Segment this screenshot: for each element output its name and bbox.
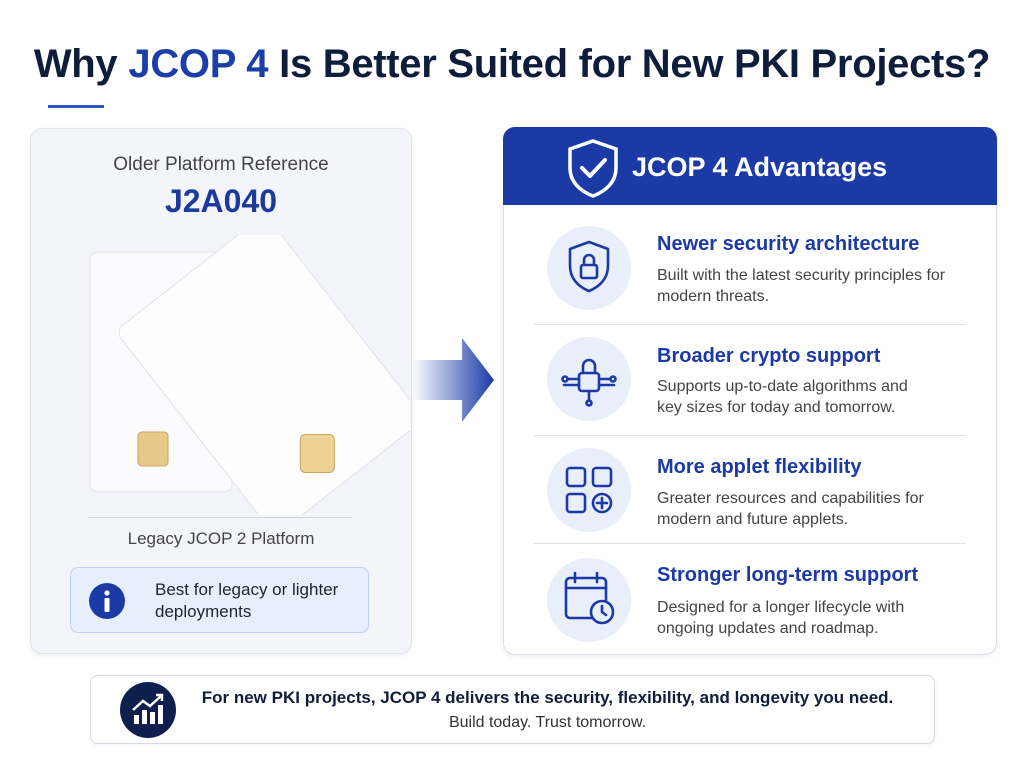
divider: [534, 324, 966, 325]
model-name: J2A040: [164, 183, 278, 219]
item-description: Supports up-to-date algorithms and key s…: [657, 378, 908, 416]
footer-headline: For new PKI projects, JCOP 4 delivers th…: [201, 688, 894, 707]
chip: [137, 431, 169, 467]
panel-title: JCOP 4 Advantages: [632, 152, 888, 182]
title-text: Why: [33, 42, 118, 86]
item-title: More applet flexibility: [657, 456, 862, 478]
card: [118, 235, 410, 515]
icon-crypto: [547, 337, 631, 421]
footer-box: [90, 675, 935, 744]
title-underline: [48, 105, 104, 108]
growth-icon: [120, 682, 176, 738]
caption: Older Platform Reference: [113, 154, 329, 175]
item-description: Greater resources and capabilities for m…: [657, 490, 924, 528]
item-title: Broader crypto support: [657, 345, 881, 367]
footer-tagline: Build today. Trust tomorrow.: [448, 714, 647, 731]
info-icon: [89, 583, 125, 619]
item-description: Designed for a longer lifecycle with ong…: [657, 599, 905, 637]
divider: [88, 517, 352, 518]
item-icons: [547, 226, 631, 642]
cards-illustration: [89, 235, 410, 515]
icon-support: [547, 558, 631, 642]
item-title: Stronger long-term support: [657, 564, 919, 586]
item-description: Built with the latest security principle…: [657, 267, 946, 305]
platform-label: Legacy JCOP 2 Platform: [127, 529, 315, 548]
divider: [534, 543, 966, 544]
icon-security: [547, 226, 631, 310]
note: Best for legacy or lighter deployments: [155, 580, 339, 621]
item-title: Newer security architecture: [657, 233, 920, 255]
shield-icon: [568, 139, 618, 198]
title-highlight: JCOP 4: [128, 42, 269, 86]
icon-applets: [547, 448, 631, 532]
arrow: [412, 338, 494, 422]
title-text: Is Better Suited for New PKI Projects?: [279, 42, 991, 86]
divider: [534, 435, 966, 436]
title: Why JCOP 4 Is Better Suited for New PKI …: [0, 42, 1024, 87]
